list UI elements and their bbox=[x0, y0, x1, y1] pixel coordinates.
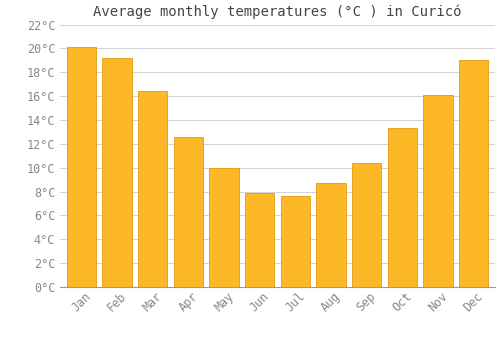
Bar bbox=[424, 95, 452, 287]
Bar bbox=[102, 58, 132, 287]
Bar bbox=[352, 163, 382, 287]
Bar bbox=[138, 91, 168, 287]
Bar bbox=[245, 193, 274, 287]
Bar bbox=[174, 136, 203, 287]
Bar bbox=[280, 196, 310, 287]
Bar bbox=[459, 60, 488, 287]
Bar bbox=[67, 47, 96, 287]
Bar bbox=[210, 168, 238, 287]
Bar bbox=[388, 128, 417, 287]
Bar bbox=[316, 183, 346, 287]
Title: Average monthly temperatures (°C ) in Curicó: Average monthly temperatures (°C ) in Cu… bbox=[93, 5, 462, 19]
